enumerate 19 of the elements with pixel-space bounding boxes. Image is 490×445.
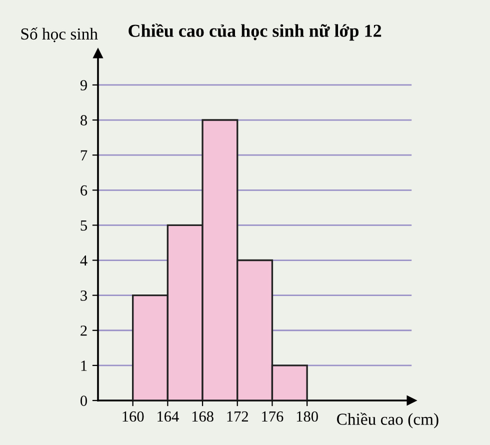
y-tick-label: 6 bbox=[80, 185, 88, 196]
y-tick-label: 0 bbox=[80, 396, 87, 406]
y-tick-label: 7 bbox=[80, 150, 88, 160]
y-tick-label: 2 bbox=[80, 326, 87, 336]
x-tick-label: 164 bbox=[158, 411, 179, 422]
y-tick-label: 9 bbox=[80, 80, 87, 90]
y-tick-label: 5 bbox=[80, 220, 87, 231]
y-tick-label: 8 bbox=[80, 115, 87, 126]
x-tick-label: 176 bbox=[262, 411, 284, 422]
y-tick-label: 3 bbox=[80, 290, 87, 301]
x-tick-label: 180 bbox=[296, 411, 318, 422]
y-tick-label: 1 bbox=[81, 360, 87, 371]
x-tick-label: 160 bbox=[122, 411, 144, 422]
y-axis-title: Số học sinh bbox=[21, 27, 98, 42]
x-tick-label: 168 bbox=[192, 411, 214, 422]
x-axis-title: Chiều cao (cm) bbox=[337, 412, 438, 428]
chart-title: Chiều cao của học sinh nữ lớp 12 bbox=[128, 24, 382, 41]
x-tick-label: 172 bbox=[227, 411, 248, 422]
y-tick-label: 4 bbox=[80, 256, 88, 266]
